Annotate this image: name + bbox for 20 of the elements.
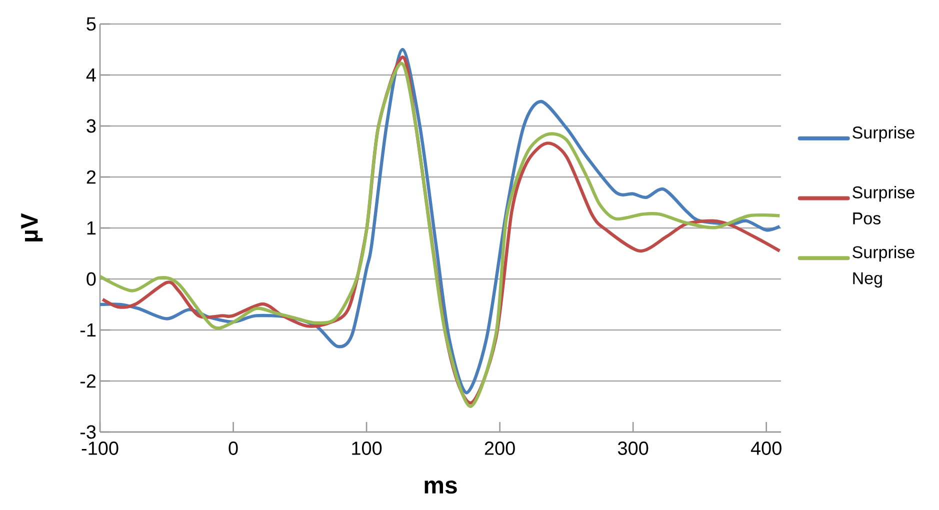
- y-axis-title: µV: [21, 213, 43, 242]
- y-tick-label: 5: [86, 17, 96, 31]
- y-tick-label: 4: [86, 68, 96, 82]
- x-axis-title: ms: [424, 480, 457, 494]
- y-tick-label: -1: [80, 323, 96, 337]
- y-tick-label: 3: [86, 119, 96, 133]
- legend-label: Surprise Neg: [852, 246, 914, 288]
- x-tick-label: 200: [484, 442, 515, 455]
- legend-label: Surprise Pos: [852, 186, 914, 224]
- x-tick-label: 0: [228, 442, 238, 455]
- legend-label: Surprise: [852, 126, 914, 142]
- y-tick-label: -2: [80, 374, 96, 388]
- x-tick-label: 100: [352, 442, 382, 455]
- y-tick-label: -3: [80, 425, 96, 439]
- x-tick-label: 300: [618, 442, 648, 455]
- y-tick-label: 0: [86, 272, 96, 286]
- y-tick-label: 2: [86, 170, 96, 184]
- x-tick-label: -100: [82, 442, 118, 455]
- y-tick-label: 1: [87, 221, 96, 235]
- x-tick-label: 400: [750, 442, 782, 455]
